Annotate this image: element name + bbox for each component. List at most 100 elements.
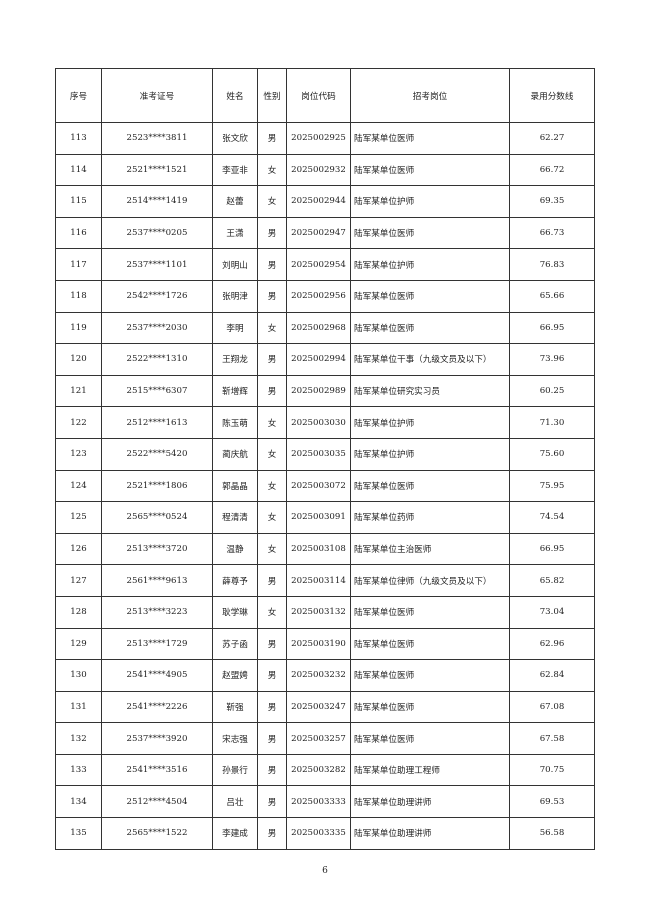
- cell-post-code: 2025003190: [286, 627, 351, 661]
- cell-gender: 女: [257, 501, 287, 534]
- cell-index: 130: [55, 659, 102, 692]
- cell-name: 赵盟娉: [212, 659, 258, 692]
- header-gender: 性别: [257, 68, 287, 123]
- cell-gender: 女: [257, 153, 287, 187]
- table-row: 115 2514****1419 赵蕾女 2025002944 陆军某单位护师 69.35: [55, 185, 595, 218]
- cell-index: 129: [55, 627, 102, 661]
- cell-gender: 男: [257, 343, 287, 376]
- cell-score: 67.08: [509, 690, 595, 724]
- table-row: 127 2561****9613 薛尊予男 2025003114 陆军某单位律师（九级文…: [55, 564, 595, 597]
- header-post: 招考岗位: [350, 68, 510, 123]
- cell-name: 薛尊予: [212, 564, 258, 597]
- cell-post-code: 2025003232: [286, 659, 351, 692]
- cell-gender: 男: [257, 722, 287, 755]
- table-row: 118 2542****1726 张明津男 2025002956 陆军某单位医师 65.6…: [55, 279, 595, 313]
- cell-post: 陆军某单位医师: [350, 690, 510, 724]
- cell-gender: 女: [257, 437, 287, 471]
- cell-post: 陆军某单位干事（九级文员及以下）: [350, 343, 510, 376]
- cell-index: 132: [55, 722, 102, 755]
- cell-score: 74.54: [509, 501, 595, 534]
- table-row: 123 2522****5420 蔺庆航女 2025003035 陆军某单位护师 75.6…: [55, 437, 595, 471]
- cell-exam-id: 2513****3223: [101, 595, 213, 629]
- cell-post-code: 2025002989: [286, 374, 351, 408]
- cell-score: 76.83: [509, 248, 595, 281]
- cell-gender: 男: [257, 753, 287, 787]
- cell-exam-id: 2521****1806: [101, 469, 213, 503]
- cell-gender: 女: [257, 469, 287, 503]
- cell-name: 李亚非: [212, 153, 258, 187]
- cell-name: 程清清: [212, 501, 258, 534]
- cell-gender: 男: [257, 374, 287, 408]
- cell-name: 温静: [212, 532, 258, 566]
- cell-post: 陆军某单位医师: [350, 469, 510, 503]
- cell-gender: 男: [257, 785, 287, 819]
- cell-name: 靳增辉: [212, 374, 258, 408]
- cell-name: 王翔龙: [212, 343, 258, 376]
- cell-exam-id: 2522****1310: [101, 343, 213, 376]
- table-row: 116 2537****0205 王潇男 2025002947 陆军某单位医师 66.73: [55, 216, 595, 250]
- table-row: 122 2512****1613 陈玉萌女 2025003030 陆军某单位护师 71.3…: [55, 406, 595, 439]
- cell-exam-id: 2565****0524: [101, 501, 213, 534]
- cell-index: 127: [55, 564, 102, 597]
- cell-score: 66.95: [509, 532, 595, 566]
- cell-gender: 女: [257, 311, 287, 345]
- cell-post-code: 2025003282: [286, 753, 351, 787]
- cell-post-code: 2025003035: [286, 437, 351, 471]
- cell-post: 陆军某单位研究实习员: [350, 374, 510, 408]
- cell-index: 117: [55, 248, 102, 281]
- cell-gender: 男: [257, 216, 287, 250]
- cell-exam-id: 2537****3920: [101, 722, 213, 755]
- cell-name: 宋志强: [212, 722, 258, 755]
- cell-post-code: 2025003108: [286, 532, 351, 566]
- cell-post: 陆军某单位医师: [350, 659, 510, 692]
- cell-exam-id: 2541****2226: [101, 690, 213, 724]
- cell-exam-id: 2515****6307: [101, 374, 213, 408]
- cell-gender: 女: [257, 185, 287, 218]
- cell-gender: 男: [257, 248, 287, 281]
- cell-post: 陆军某单位药师: [350, 501, 510, 534]
- table-row: 128 2513****3223 耿学琳女 2025003132 陆军某单位医师 73.0…: [55, 595, 595, 629]
- cell-post-code: 2025002925: [286, 122, 351, 155]
- table-row: 133 2541****3516 孙景行男 2025003282 陆军某单位助理工程师 7…: [55, 753, 595, 787]
- cell-post: 陆军某单位医师: [350, 595, 510, 629]
- header-score: 录用分数线: [509, 68, 595, 123]
- cell-post-code: 2025002932: [286, 153, 351, 187]
- cell-index: 119: [55, 311, 102, 345]
- cell-exam-id: 2537****1101: [101, 248, 213, 281]
- cell-exam-id: 2541****3516: [101, 753, 213, 787]
- table-header-row: 序号 准考证号 姓名 性别 岗位代码 招考岗位 录用分数线: [55, 68, 595, 123]
- cell-post-code: 2025003247: [286, 690, 351, 724]
- cell-index: 124: [55, 469, 102, 503]
- cell-score: 66.73: [509, 216, 595, 250]
- header-index: 序号: [55, 68, 102, 123]
- cell-score: 60.25: [509, 374, 595, 408]
- cell-index: 128: [55, 595, 102, 629]
- cell-post-code: 2025003132: [286, 595, 351, 629]
- cell-post-code: 2025002956: [286, 279, 351, 313]
- cell-name: 张明津: [212, 279, 258, 313]
- cell-index: 125: [55, 501, 102, 534]
- cell-name: 张文欣: [212, 122, 258, 155]
- table-row: 121 2515****6307 靳增辉男 2025002989 陆军某单位研究实习员 6…: [55, 374, 595, 408]
- cell-score: 73.96: [509, 343, 595, 376]
- cell-exam-id: 2523****3811: [101, 122, 213, 155]
- cell-index: 122: [55, 406, 102, 439]
- cell-post: 陆军某单位助理工程师: [350, 753, 510, 787]
- cell-post-code: 2025003257: [286, 722, 351, 755]
- table-row: 129 2513****1729 苏子函男 2025003190 陆军某单位医师 62.9…: [55, 627, 595, 661]
- page-number: 6: [322, 866, 328, 876]
- table-row: 124 2521****1806 郭晶晶女 2025003072 陆军某单位医师 75.9…: [55, 469, 595, 503]
- cell-post: 陆军某单位护师: [350, 406, 510, 439]
- cell-exam-id: 2521****1521: [101, 153, 213, 187]
- cell-gender: 男: [257, 564, 287, 597]
- cell-index: 120: [55, 343, 102, 376]
- cell-post-code: 2025002954: [286, 248, 351, 281]
- cell-post-code: 2025002994: [286, 343, 351, 376]
- cell-name: 耿学琳: [212, 595, 258, 629]
- cell-post: 陆军某单位主治医师: [350, 532, 510, 566]
- cell-name: 苏子函: [212, 627, 258, 661]
- cell-score: 69.53: [509, 785, 595, 819]
- cell-score: 71.30: [509, 406, 595, 439]
- cell-name: 刘明山: [212, 248, 258, 281]
- cell-index: 113: [55, 122, 102, 155]
